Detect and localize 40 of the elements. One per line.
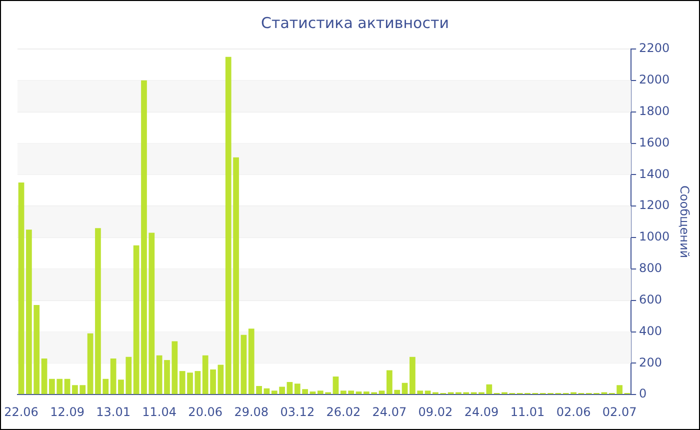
y-tick-label: 1000: [639, 230, 670, 244]
x-tick-label: 11.01: [510, 404, 545, 419]
x-tick-label: 24.09: [464, 404, 499, 419]
bar: [332, 376, 339, 394]
y-axis-title: Сообщений: [678, 186, 692, 258]
y-tick-label: 0: [639, 386, 647, 401]
y-tick-label: 1400: [639, 166, 670, 181]
x-tick-label: 13.01: [96, 404, 130, 419]
chart-title: Статистика активности: [261, 14, 449, 32]
y-tick-label: 400: [639, 324, 662, 338]
x-tick-label: 02.06: [556, 404, 591, 419]
x-tick-label: 11.04: [142, 404, 177, 419]
bar: [18, 182, 24, 394]
bar: [41, 358, 48, 394]
x-tick-label: 02.07: [602, 404, 637, 419]
x-tick-label: 12.09: [50, 404, 84, 419]
bar: [240, 334, 247, 394]
bar: [378, 390, 385, 394]
y-tick-label: 1600: [639, 135, 670, 150]
bar: [87, 333, 94, 394]
y-tick-label: 200: [639, 355, 662, 370]
bar: [286, 382, 293, 394]
y-tick-label: 800: [639, 261, 662, 276]
y-tick-label: 2200: [639, 41, 670, 56]
x-tick-label: 03.12: [280, 404, 315, 419]
x-tick-label: 22.06: [4, 404, 38, 419]
x-tick-label: 09.02: [418, 404, 453, 419]
x-tick-label: 29.08: [234, 404, 269, 419]
y-tick-label: 1800: [639, 104, 670, 118]
x-tick-label: 26.02: [326, 404, 361, 419]
bar: [424, 390, 431, 394]
y-tick-label: 2000: [639, 72, 670, 87]
bar: [64, 378, 70, 394]
bar: [110, 358, 116, 394]
bar: [402, 382, 408, 394]
x-tick-label: 20.06: [188, 404, 223, 419]
y-tick-label: 1200: [639, 198, 670, 212]
bar: [218, 364, 224, 394]
x-tick-label: 24.07: [372, 404, 407, 419]
y-tick-label: 600: [639, 292, 662, 306]
